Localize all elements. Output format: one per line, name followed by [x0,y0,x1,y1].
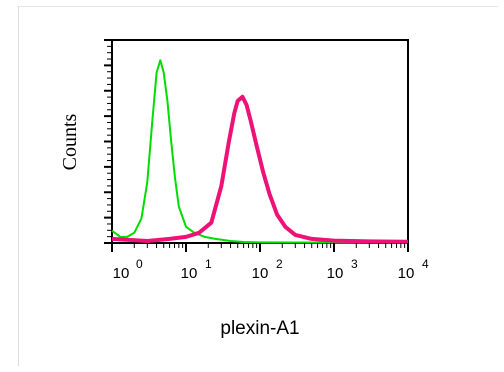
x-tick-label-2: 10 2 [252,257,283,282]
svg-text:10: 10 [181,265,198,282]
x-tick-label-4: 10 4 [398,257,429,282]
x-axis-label: plexin-A1 [220,318,299,339]
x-tick-label-1: 10 1 [181,257,212,282]
svg-text:3: 3 [351,257,358,271]
y-axis-label: Counts [59,113,81,170]
chart-frame [18,6,498,366]
svg-text:2: 2 [276,257,283,271]
svg-text:10: 10 [398,265,415,282]
svg-text:0: 0 [136,257,143,271]
x-tick-label-0: 10 0 [113,257,143,282]
histogram-series-1 [111,59,408,244]
histogram-series-2 [111,94,409,244]
svg-text:4: 4 [422,257,429,271]
svg-text:10: 10 [327,265,344,282]
svg-text:1: 1 [205,257,212,271]
svg-text:10: 10 [113,265,130,282]
svg-text:10: 10 [252,265,269,282]
x-tick-label-3: 10 3 [327,257,358,282]
